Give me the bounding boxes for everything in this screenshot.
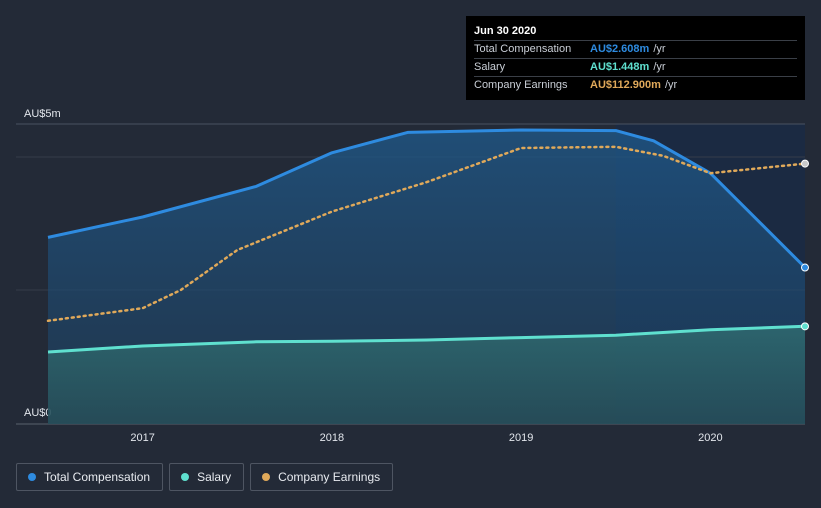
salary-end-point [801,322,809,331]
company-earnings-end-point [801,159,809,168]
legend-label: Company Earnings [278,470,381,484]
x-tick-label: 2020 [698,432,722,444]
tooltip-unit: /yr [653,61,666,73]
tooltip: Jun 30 2020 Total Compensation AU$2.608m… [466,16,805,100]
tooltip-row-salary: Salary AU$1.448m /yr [474,58,797,76]
legend-item-company-earnings[interactable]: Company Earnings [250,463,394,491]
x-tick-label: 2017 [130,432,154,444]
tooltip-value: AU$112.900m [590,79,661,91]
tooltip-value: AU$1.448m [590,61,650,73]
tooltip-row-total-compensation: Total Compensation AU$2.608m /yr [474,40,797,58]
total-compensation-line [47,128,807,269]
legend-dot-icon [28,473,36,481]
salary-line [47,324,806,354]
legend-dot-icon [262,473,271,481]
legend: Total Compensation Salary Company Earnin… [16,463,394,491]
legend-label: Salary [197,470,232,484]
legend-item-total-compensation[interactable]: Total Compensation [16,463,164,491]
x-tick-label: 2019 [509,432,533,444]
tooltip-unit: /yr [653,43,666,55]
legend-dot-icon [181,473,190,481]
legend-item-salary[interactable]: Salary [169,463,245,491]
tooltip-row-company-earnings: Company Earnings AU$112.900m /yr [474,76,797,94]
tooltip-date: Jun 30 2020 [474,25,537,37]
legend-label: Total Compensation [44,470,151,484]
x-tick-label: 2018 [320,432,344,444]
tooltip-label: Total Compensation [474,43,572,55]
y-axis-top-label: AU$5m [24,108,61,120]
tooltip-unit: /yr [664,79,678,91]
tooltip-value: AU$2.608m [590,43,650,55]
company-earnings-line [46,145,807,323]
tooltip-label: Company Earnings [474,79,568,91]
total-compensation-end-point [801,263,809,272]
y-axis-bottom-label: AU$0 [24,407,52,419]
salary-area [48,326,805,424]
tooltip-label: Salary [474,61,506,73]
